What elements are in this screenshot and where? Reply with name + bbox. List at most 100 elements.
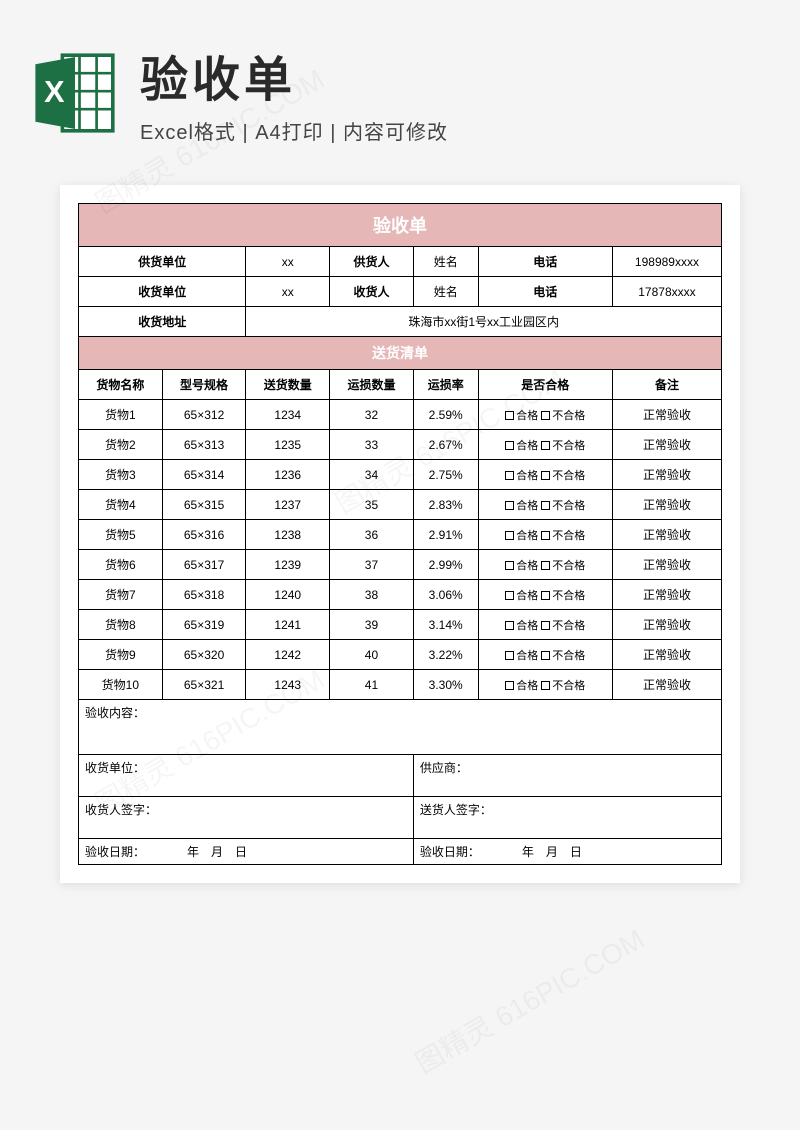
form-title: 验收单 (79, 204, 722, 247)
cell-dmg: 41 (330, 670, 414, 700)
checkbox-fail-icon[interactable] (541, 621, 550, 630)
col-rate: 运损率 (413, 370, 478, 400)
cell-remark: 正常验收 (612, 580, 721, 610)
cell-dmg: 35 (330, 490, 414, 520)
cell-name: 货物3 (79, 460, 163, 490)
col-spec: 型号规格 (162, 370, 246, 400)
cell-check: 合格 不合格 (478, 520, 612, 550)
checkbox-fail-icon[interactable] (541, 411, 550, 420)
checkbox-fail-icon[interactable] (541, 591, 550, 600)
cell-dmg: 39 (330, 610, 414, 640)
sender-sign-label: 送货人签字： (413, 797, 721, 839)
cell-qty: 1235 (246, 430, 330, 460)
checkbox-fail-icon[interactable] (541, 501, 550, 510)
supplier-phone: 198989xxxx (612, 247, 721, 277)
checkbox-pass-icon[interactable] (505, 561, 514, 570)
cell-rate: 2.75% (413, 460, 478, 490)
receiver-phone-label: 电话 (478, 277, 612, 307)
cell-remark: 正常验收 (612, 640, 721, 670)
receiver-person: 姓名 (413, 277, 478, 307)
checkbox-pass-icon[interactable] (505, 651, 514, 660)
content-label: 验收内容： (79, 700, 722, 755)
cell-rate: 3.06% (413, 580, 478, 610)
cell-check: 合格 不合格 (478, 490, 612, 520)
cell-dmg: 38 (330, 580, 414, 610)
cell-check: 合格 不合格 (478, 640, 612, 670)
cell-dmg: 40 (330, 640, 414, 670)
table-row: 货物665×3171239372.99%合格 不合格正常验收 (79, 550, 722, 580)
cell-rate: 2.67% (413, 430, 478, 460)
supplier-unit-label: 供货单位 (79, 247, 246, 277)
cell-dmg: 33 (330, 430, 414, 460)
receiver-unit-label: 收货单位 (79, 277, 246, 307)
cell-qty: 1236 (246, 460, 330, 490)
checkbox-pass-icon[interactable] (505, 411, 514, 420)
receiver-phone: 17878xxxx (612, 277, 721, 307)
cell-rate: 2.99% (413, 550, 478, 580)
cell-check: 合格 不合格 (478, 550, 612, 580)
checkbox-fail-icon[interactable] (541, 681, 550, 690)
receiver-unit: xx (246, 277, 330, 307)
cell-dmg: 37 (330, 550, 414, 580)
cell-name: 货物6 (79, 550, 163, 580)
cell-rate: 3.30% (413, 670, 478, 700)
supplier-company-label: 供应商： (413, 755, 721, 797)
table-row: 货物565×3161238362.91%合格 不合格正常验收 (79, 520, 722, 550)
cell-qty: 1241 (246, 610, 330, 640)
cell-spec: 65×321 (162, 670, 246, 700)
page-header: X 验收单 Excel格式 | A4打印 | 内容可修改 (0, 0, 800, 165)
cell-spec: 65×315 (162, 490, 246, 520)
table-row: 货物165×3121234322.59%合格 不合格正常验收 (79, 400, 722, 430)
checkbox-pass-icon[interactable] (505, 681, 514, 690)
cell-remark: 正常验收 (612, 520, 721, 550)
cell-check: 合格 不合格 (478, 580, 612, 610)
checkbox-pass-icon[interactable] (505, 441, 514, 450)
cell-rate: 2.91% (413, 520, 478, 550)
table-row: 货物265×3131235332.67%合格 不合格正常验收 (79, 430, 722, 460)
checkbox-fail-icon[interactable] (541, 441, 550, 450)
checkbox-pass-icon[interactable] (505, 471, 514, 480)
checkbox-pass-icon[interactable] (505, 621, 514, 630)
cell-rate: 2.59% (413, 400, 478, 430)
list-title: 送货清单 (79, 337, 722, 370)
checkbox-pass-icon[interactable] (505, 531, 514, 540)
supplier-unit: xx (246, 247, 330, 277)
checkbox-fail-icon[interactable] (541, 471, 550, 480)
cell-spec: 65×320 (162, 640, 246, 670)
cell-rate: 3.14% (413, 610, 478, 640)
cell-spec: 65×318 (162, 580, 246, 610)
supplier-person-label: 供货人 (330, 247, 414, 277)
col-dmg: 运损数量 (330, 370, 414, 400)
cell-qty: 1238 (246, 520, 330, 550)
cell-qty: 1234 (246, 400, 330, 430)
checkbox-pass-icon[interactable] (505, 591, 514, 600)
table-row: 货物465×3151237352.83%合格 不合格正常验收 (79, 490, 722, 520)
cell-name: 货物2 (79, 430, 163, 460)
page-title: 验收单 (140, 40, 770, 110)
receiver-sign-label: 收货人签字： (79, 797, 414, 839)
cell-name: 货物4 (79, 490, 163, 520)
cell-check: 合格 不合格 (478, 610, 612, 640)
cell-remark: 正常验收 (612, 400, 721, 430)
cell-spec: 65×319 (162, 610, 246, 640)
checkbox-fail-icon[interactable] (541, 531, 550, 540)
excel-icon: X (30, 48, 120, 138)
receiver-person-label: 收货人 (330, 277, 414, 307)
cell-check: 合格 不合格 (478, 670, 612, 700)
cell-remark: 正常验收 (612, 670, 721, 700)
cell-remark: 正常验收 (612, 490, 721, 520)
cell-check: 合格 不合格 (478, 400, 612, 430)
cell-remark: 正常验收 (612, 550, 721, 580)
form-sheet: 验收单 供货单位 xx 供货人 姓名 电话 198989xxxx 收货单位 xx… (60, 185, 740, 883)
col-qty: 送货数量 (246, 370, 330, 400)
cell-rate: 2.83% (413, 490, 478, 520)
checkbox-pass-icon[interactable] (505, 501, 514, 510)
cell-name: 货物1 (79, 400, 163, 430)
cell-dmg: 32 (330, 400, 414, 430)
cell-name: 货物7 (79, 580, 163, 610)
cell-remark: 正常验收 (612, 610, 721, 640)
checkbox-fail-icon[interactable] (541, 561, 550, 570)
col-name: 货物名称 (79, 370, 163, 400)
checkbox-fail-icon[interactable] (541, 651, 550, 660)
cell-name: 货物10 (79, 670, 163, 700)
